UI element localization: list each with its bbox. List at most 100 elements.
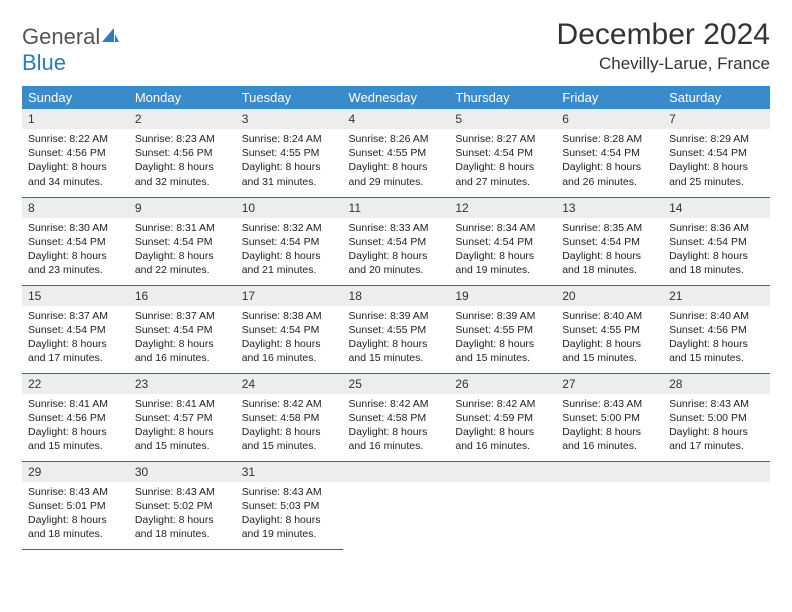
calendar-cell: 10Sunrise: 8:32 AMSunset: 4:54 PMDayligh… (236, 197, 343, 285)
weekday-header: Saturday (663, 86, 770, 109)
calendar-cell: 22Sunrise: 8:41 AMSunset: 4:56 PMDayligh… (22, 373, 129, 461)
daylight-line: Daylight: 8 hours and 18 minutes. (135, 513, 230, 541)
day-details: Sunrise: 8:41 AMSunset: 4:56 PMDaylight:… (22, 394, 129, 458)
sunrise-line: Sunrise: 8:26 AM (349, 132, 444, 146)
daylight-line: Daylight: 8 hours and 20 minutes. (349, 249, 444, 277)
day-details: Sunrise: 8:30 AMSunset: 4:54 PMDaylight:… (22, 218, 129, 282)
daylight-line: Daylight: 8 hours and 26 minutes. (562, 160, 657, 188)
sunrise-line: Sunrise: 8:43 AM (669, 397, 764, 411)
day-number: 1 (22, 109, 129, 129)
calendar-row: 22Sunrise: 8:41 AMSunset: 4:56 PMDayligh… (22, 373, 770, 461)
calendar-row: 8Sunrise: 8:30 AMSunset: 4:54 PMDaylight… (22, 197, 770, 285)
weekday-header: Tuesday (236, 86, 343, 109)
sunrise-line: Sunrise: 8:38 AM (242, 309, 337, 323)
calendar-cell: 1Sunrise: 8:22 AMSunset: 4:56 PMDaylight… (22, 109, 129, 197)
day-number: 7 (663, 109, 770, 129)
calendar-cell: 9Sunrise: 8:31 AMSunset: 4:54 PMDaylight… (129, 197, 236, 285)
sunrise-line: Sunrise: 8:42 AM (242, 397, 337, 411)
weekday-header: Thursday (449, 86, 556, 109)
calendar-cell: 29Sunrise: 8:43 AMSunset: 5:01 PMDayligh… (22, 461, 129, 549)
calendar-row: 1Sunrise: 8:22 AMSunset: 4:56 PMDaylight… (22, 109, 770, 197)
day-details: Sunrise: 8:43 AMSunset: 5:02 PMDaylight:… (129, 482, 236, 546)
logo-part2: Blue (22, 50, 66, 75)
calendar-cell: 18Sunrise: 8:39 AMSunset: 4:55 PMDayligh… (343, 285, 450, 373)
day-details: Sunrise: 8:42 AMSunset: 4:58 PMDaylight:… (343, 394, 450, 458)
day-details: Sunrise: 8:37 AMSunset: 4:54 PMDaylight:… (129, 306, 236, 370)
sunrise-line: Sunrise: 8:37 AM (135, 309, 230, 323)
day-number: 9 (129, 198, 236, 218)
calendar-cell: 6Sunrise: 8:28 AMSunset: 4:54 PMDaylight… (556, 109, 663, 197)
day-number: 28 (663, 374, 770, 394)
daylight-line: Daylight: 8 hours and 27 minutes. (455, 160, 550, 188)
calendar-cell: 11Sunrise: 8:33 AMSunset: 4:54 PMDayligh… (343, 197, 450, 285)
daylight-line: Daylight: 8 hours and 34 minutes. (28, 160, 123, 188)
day-number: 30 (129, 462, 236, 482)
calendar-row: 29Sunrise: 8:43 AMSunset: 5:01 PMDayligh… (22, 461, 770, 549)
day-number: 8 (22, 198, 129, 218)
calendar-cell: 30Sunrise: 8:43 AMSunset: 5:02 PMDayligh… (129, 461, 236, 549)
logo: GeneralBlue (22, 18, 120, 76)
daylight-line: Daylight: 8 hours and 22 minutes. (135, 249, 230, 277)
sunset-line: Sunset: 4:55 PM (562, 323, 657, 337)
calendar-cell: 5Sunrise: 8:27 AMSunset: 4:54 PMDaylight… (449, 109, 556, 197)
daylight-line: Daylight: 8 hours and 18 minutes. (562, 249, 657, 277)
day-details: Sunrise: 8:28 AMSunset: 4:54 PMDaylight:… (556, 129, 663, 193)
daylight-line: Daylight: 8 hours and 25 minutes. (669, 160, 764, 188)
day-number: 29 (22, 462, 129, 482)
day-number: 18 (343, 286, 450, 306)
sunset-line: Sunset: 4:54 PM (669, 235, 764, 249)
day-details: Sunrise: 8:38 AMSunset: 4:54 PMDaylight:… (236, 306, 343, 370)
sunrise-line: Sunrise: 8:34 AM (455, 221, 550, 235)
sunset-line: Sunset: 4:58 PM (242, 411, 337, 425)
day-details: Sunrise: 8:24 AMSunset: 4:55 PMDaylight:… (236, 129, 343, 193)
sunset-line: Sunset: 4:54 PM (28, 235, 123, 249)
daylight-line: Daylight: 8 hours and 19 minutes. (455, 249, 550, 277)
day-number: 21 (663, 286, 770, 306)
weekday-header: Sunday (22, 86, 129, 109)
sunset-line: Sunset: 4:56 PM (28, 146, 123, 160)
daylight-line: Daylight: 8 hours and 16 minutes. (135, 337, 230, 365)
day-number: 3 (236, 109, 343, 129)
day-number: 31 (236, 462, 343, 482)
sunrise-line: Sunrise: 8:33 AM (349, 221, 444, 235)
daylight-line: Daylight: 8 hours and 31 minutes. (242, 160, 337, 188)
daylight-line: Daylight: 8 hours and 15 minutes. (455, 337, 550, 365)
calendar-cell: 15Sunrise: 8:37 AMSunset: 4:54 PMDayligh… (22, 285, 129, 373)
sunset-line: Sunset: 4:54 PM (28, 323, 123, 337)
calendar-cell: 19Sunrise: 8:39 AMSunset: 4:55 PMDayligh… (449, 285, 556, 373)
day-details: Sunrise: 8:32 AMSunset: 4:54 PMDaylight:… (236, 218, 343, 282)
day-number: 24 (236, 374, 343, 394)
sunrise-line: Sunrise: 8:32 AM (242, 221, 337, 235)
sunset-line: Sunset: 5:03 PM (242, 499, 337, 513)
daylight-line: Daylight: 8 hours and 18 minutes. (669, 249, 764, 277)
day-number-empty (663, 462, 770, 482)
calendar-cell: 13Sunrise: 8:35 AMSunset: 4:54 PMDayligh… (556, 197, 663, 285)
sunset-line: Sunset: 4:54 PM (455, 146, 550, 160)
calendar-cell: 23Sunrise: 8:41 AMSunset: 4:57 PMDayligh… (129, 373, 236, 461)
sunset-line: Sunset: 4:56 PM (28, 411, 123, 425)
sunrise-line: Sunrise: 8:37 AM (28, 309, 123, 323)
sunset-line: Sunset: 4:54 PM (349, 235, 444, 249)
sunset-line: Sunset: 4:57 PM (135, 411, 230, 425)
weekday-header: Wednesday (343, 86, 450, 109)
day-details: Sunrise: 8:39 AMSunset: 4:55 PMDaylight:… (343, 306, 450, 370)
daylight-line: Daylight: 8 hours and 29 minutes. (349, 160, 444, 188)
day-details: Sunrise: 8:27 AMSunset: 4:54 PMDaylight:… (449, 129, 556, 193)
sunrise-line: Sunrise: 8:42 AM (349, 397, 444, 411)
daylight-line: Daylight: 8 hours and 16 minutes. (242, 337, 337, 365)
sunset-line: Sunset: 4:54 PM (242, 235, 337, 249)
daylight-line: Daylight: 8 hours and 23 minutes. (28, 249, 123, 277)
day-details: Sunrise: 8:41 AMSunset: 4:57 PMDaylight:… (129, 394, 236, 458)
day-number: 2 (129, 109, 236, 129)
daylight-line: Daylight: 8 hours and 32 minutes. (135, 160, 230, 188)
day-number: 13 (556, 198, 663, 218)
day-details: Sunrise: 8:35 AMSunset: 4:54 PMDaylight:… (556, 218, 663, 282)
sunrise-line: Sunrise: 8:42 AM (455, 397, 550, 411)
day-number: 10 (236, 198, 343, 218)
calendar-cell: 21Sunrise: 8:40 AMSunset: 4:56 PMDayligh… (663, 285, 770, 373)
daylight-line: Daylight: 8 hours and 15 minutes. (349, 337, 444, 365)
day-details: Sunrise: 8:22 AMSunset: 4:56 PMDaylight:… (22, 129, 129, 193)
day-number: 27 (556, 374, 663, 394)
sunset-line: Sunset: 4:56 PM (135, 146, 230, 160)
day-number: 5 (449, 109, 556, 129)
